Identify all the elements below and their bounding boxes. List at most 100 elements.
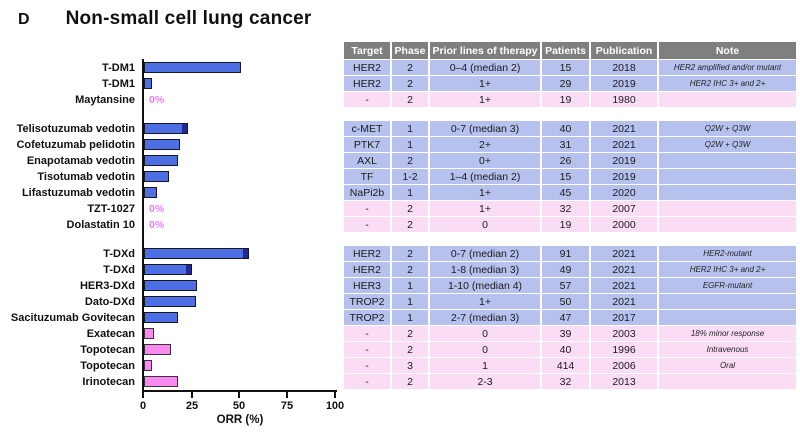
header-spacer-bars — [144, 42, 342, 59]
note-cell — [659, 294, 796, 309]
target-cell: - — [344, 358, 390, 373]
x-tick-label-50: 50 — [232, 400, 246, 412]
zero-percent-label: 0% — [149, 202, 165, 215]
note-cell — [659, 201, 796, 216]
target-cell: HER2 — [344, 76, 390, 91]
bar-cell — [144, 153, 342, 168]
column-header-note: Note — [659, 42, 796, 59]
patients-cell: 414 — [542, 358, 589, 373]
phase-cell: 2 — [392, 374, 428, 389]
note-cell: Intravenous — [659, 342, 796, 357]
phase-cell: 2 — [392, 217, 428, 232]
orr-bar — [144, 78, 152, 89]
orr-bar — [144, 155, 178, 166]
bar-tip-segment — [243, 249, 248, 258]
drug-label: T-DXd — [103, 247, 135, 260]
bar-cell — [144, 358, 342, 373]
orr-bar — [144, 312, 178, 323]
column-header-publication: Publication — [591, 42, 657, 59]
orr-bar — [144, 264, 192, 275]
bar-cell — [144, 262, 342, 277]
prior-lines-cell: 1+ — [430, 201, 540, 216]
note-cell — [659, 185, 796, 200]
prior-lines-cell: 1–4 (median 2) — [430, 169, 540, 184]
bar-cell — [144, 342, 342, 357]
drug-label: Tisotumab vedotin — [37, 170, 135, 183]
prior-lines-cell: 1+ — [430, 185, 540, 200]
x-tick-label-25: 25 — [185, 400, 199, 412]
target-cell: HER2 — [344, 60, 390, 75]
bar-cell — [144, 246, 342, 261]
drug-label: Dato-DXd — [84, 295, 135, 308]
bar-cell: 0% — [144, 217, 342, 232]
note-cell: HER2-mutant — [659, 246, 796, 261]
target-cell: - — [344, 326, 390, 341]
figure-row: Telisotuzumab vedotin c-MET 1 0-7 (median 3… — [6, 121, 796, 136]
bar-cell — [144, 326, 342, 341]
drug-label: Sacituzumab Govitecan — [10, 311, 135, 324]
publication-cell: 2003 — [591, 326, 657, 341]
publication-cell: 2018 — [591, 60, 657, 75]
column-header-patients: Patients — [542, 42, 589, 59]
figure-row: T-DXd HER2 2 0-7 (median 2) 91 2021 HER2-mutan… — [6, 246, 796, 261]
bar-cell — [144, 76, 342, 91]
figure-row: Topotecan -2 0 40 1996 Intravenous — [6, 342, 796, 357]
drug-label: TZT-1027 — [87, 202, 135, 215]
target-cell: AXL — [344, 153, 390, 168]
figure-row: Sacituzumab Govitecan TROP2 1 2-7 (median 3… — [6, 310, 796, 325]
target-cell: HER2 — [344, 262, 390, 277]
prior-lines-cell: 1 — [430, 358, 540, 373]
orr-bar — [144, 280, 197, 291]
phase-cell: 1 — [392, 294, 428, 309]
prior-lines-cell: 0-7 (median 3) — [430, 121, 540, 136]
orr-bar — [144, 123, 188, 134]
note-cell — [659, 92, 796, 107]
target-cell: NaPi2b — [344, 185, 390, 200]
note-cell — [659, 310, 796, 325]
patients-cell: 45 — [542, 185, 589, 200]
group-gap — [6, 233, 796, 246]
prior-lines-cell: 0 — [430, 326, 540, 341]
patients-cell: 19 — [542, 217, 589, 232]
orr-bar — [144, 328, 154, 339]
bar-cell — [144, 278, 342, 293]
header-spacer-labels — [6, 42, 142, 59]
publication-cell: 2019 — [591, 169, 657, 184]
figure-row: Topotecan -3 1 414 2006 Oral — [6, 358, 796, 373]
orr-bar — [144, 62, 241, 73]
zero-percent-label: 0% — [149, 93, 165, 106]
panel-letter: D — [18, 11, 30, 28]
group-gap — [6, 108, 796, 121]
publication-cell: 2021 — [591, 262, 657, 277]
drug-label: Telisotuzumab vedotin — [16, 122, 135, 135]
patients-cell: 26 — [542, 153, 589, 168]
publication-cell: 2006 — [591, 358, 657, 373]
bar-cell — [144, 121, 342, 136]
target-cell: TROP2 — [344, 310, 390, 325]
figure-row: Lifastuzumab vedotin NaPi2b 1 1+ 45 2020 — [6, 185, 796, 200]
chart-and-table: Target Phase Prior lines of therapy Pati… — [6, 42, 796, 426]
note-cell — [659, 217, 796, 232]
note-cell: HER2 amplified and/or mutant — [659, 60, 796, 75]
drug-label: T-DM1 — [102, 77, 135, 90]
column-header-phase: Phase — [392, 42, 428, 59]
orr-bar — [144, 376, 178, 387]
figure-row: T-DM1 HER2 2 1+ 29 2019 HER2 IHC 3+ and 2+ — [6, 76, 796, 91]
figure-rows: T-DM1 HER2 2 0–4 (median 2) 15 2018 HER2 ampli… — [6, 60, 796, 389]
bar-cell: 0% — [144, 92, 342, 107]
prior-lines-cell: 0-7 (median 2) — [430, 246, 540, 261]
publication-cell: 1996 — [591, 342, 657, 357]
drug-label: Topotecan — [80, 359, 135, 372]
patients-cell: 50 — [542, 294, 589, 309]
note-cell: 18% minor response — [659, 326, 796, 341]
target-cell: - — [344, 342, 390, 357]
orr-bar — [144, 139, 180, 150]
target-cell: - — [344, 201, 390, 216]
phase-cell: 2 — [392, 246, 428, 261]
drug-label: Exatecan — [86, 327, 135, 340]
publication-cell: 2021 — [591, 121, 657, 136]
patients-cell: 57 — [542, 278, 589, 293]
note-cell: Q2W + Q3W — [659, 137, 796, 152]
patients-cell: 39 — [542, 326, 589, 341]
